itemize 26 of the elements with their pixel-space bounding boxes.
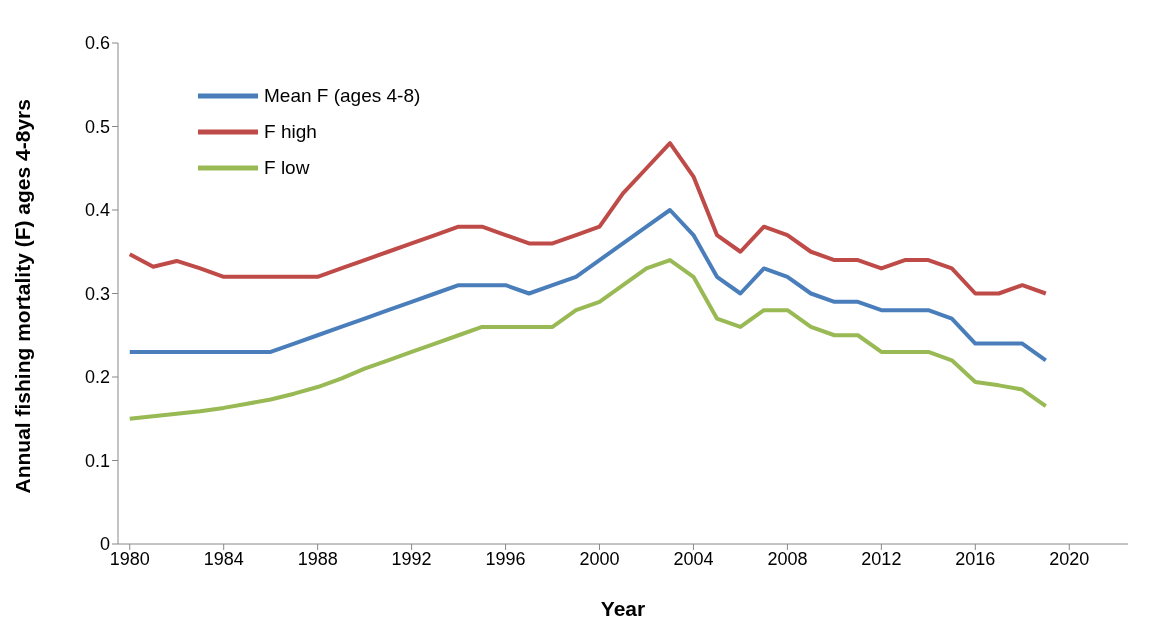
y-tick-label: 0.1: [84, 450, 110, 471]
line-series: [127, 208, 1048, 363]
x-tick-label: 1980: [109, 548, 150, 569]
x-tick-label: 1996: [485, 548, 526, 569]
legend-label: F low: [264, 156, 310, 180]
x-tick-label: 2000: [579, 548, 620, 569]
x-tick-label: 2004: [673, 548, 714, 569]
x-tick-label: 2012: [861, 548, 902, 569]
y-tick-label: 0.5: [84, 116, 110, 137]
y-tick-label: 0.3: [84, 283, 110, 304]
x-tick-label: 2008: [767, 548, 808, 569]
x-tick-label: 1992: [391, 548, 432, 569]
x-tick-label: 1988: [297, 548, 338, 569]
x-tick-label: 2016: [955, 548, 996, 569]
y-tick-label: 0.4: [84, 200, 110, 221]
line-series: [127, 258, 1048, 421]
y-tick-label: 0.6: [84, 33, 110, 54]
line-series: [127, 141, 1048, 296]
y-axis-title: Annual fishing mortality (F) ages 4-8yrs: [11, 99, 35, 494]
y-tick-label: 0.2: [84, 367, 110, 388]
x-tick-label: 1984: [203, 548, 244, 569]
y-tick-label: 0: [99, 534, 110, 555]
x-axis-title: Year: [600, 597, 646, 620]
legend-label: Mean F (ages 4-8): [264, 84, 421, 108]
legend-label: F high: [264, 120, 317, 144]
x-tick-label: 2020: [1049, 548, 1090, 569]
